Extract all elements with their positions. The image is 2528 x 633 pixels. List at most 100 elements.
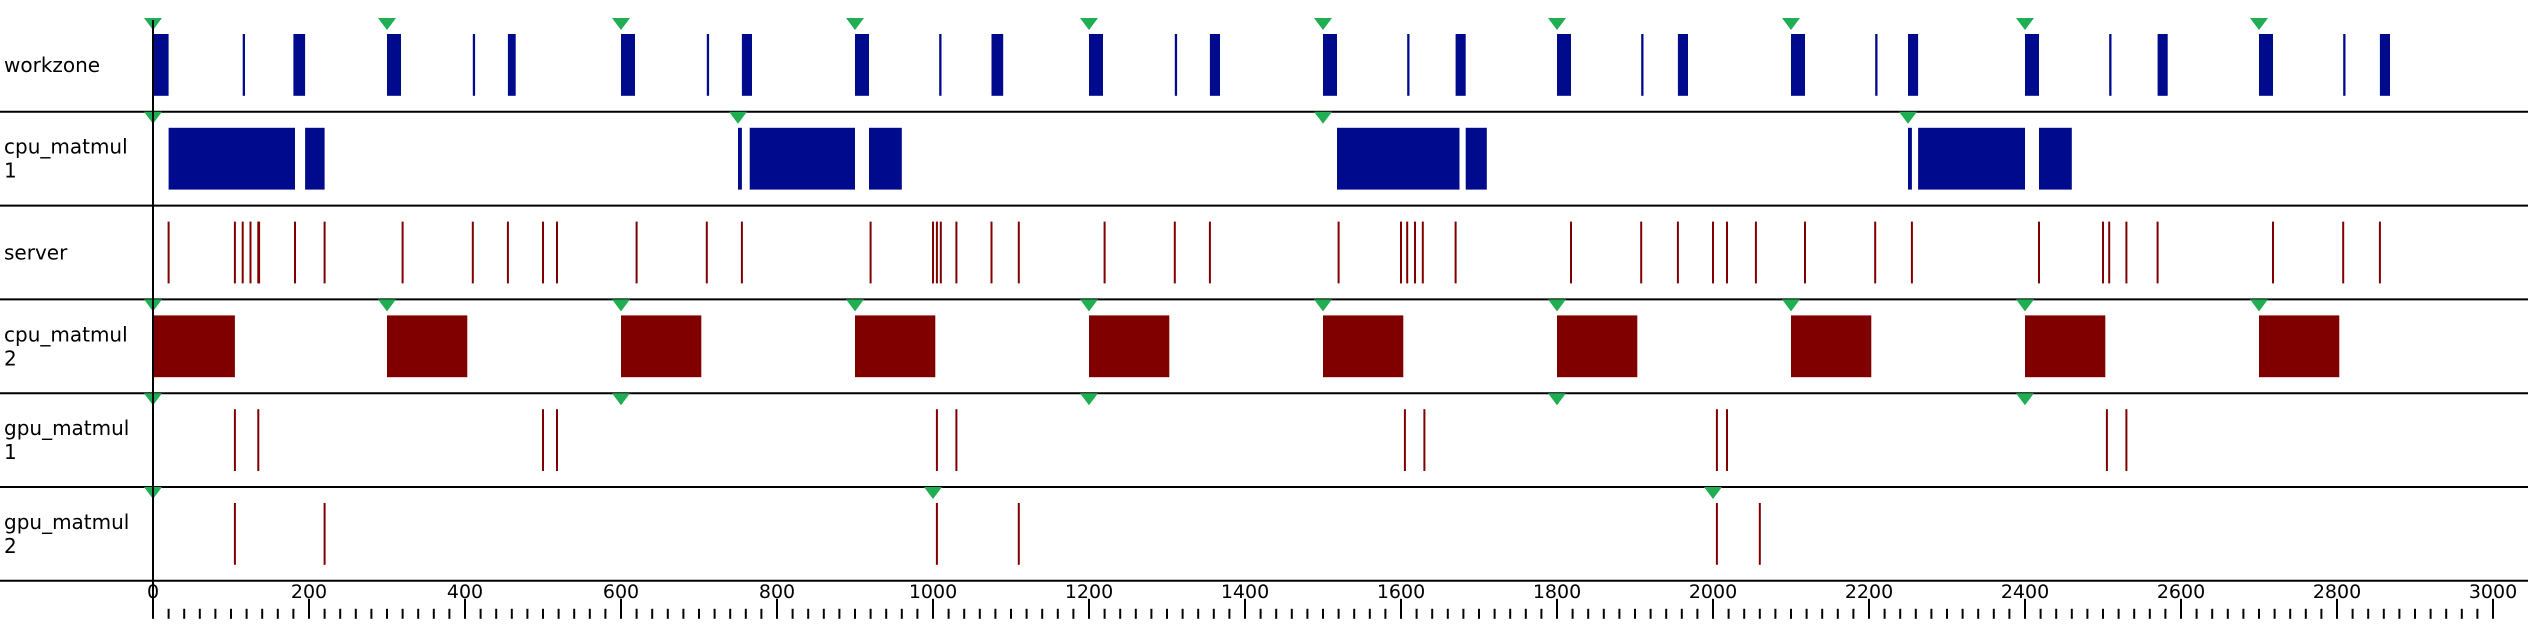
span-block — [1918, 127, 2025, 190]
x-tick-label: 3000 — [2469, 581, 2517, 603]
row-label-line: 2 — [4, 346, 17, 370]
x-tick-label: 1400 — [1221, 581, 1269, 603]
x-tick-label: 1200 — [1065, 581, 1113, 603]
span-block — [2039, 127, 2072, 190]
marker-triangle — [1704, 487, 1722, 499]
span-block — [869, 127, 902, 190]
marker-triangle — [846, 299, 864, 312]
marker-triangle — [1080, 299, 1098, 312]
time-axis: 0 200 400 600 800 1000 1200 1400 1600 1800 2000 220… — [147, 20, 2517, 619]
marker-triangle — [1548, 18, 1566, 30]
x-tick-label: 2400 — [2001, 581, 2049, 603]
span-block — [2025, 34, 2039, 96]
span-block — [1455, 34, 1466, 96]
row-label-line: server — [4, 241, 68, 265]
span-block — [305, 127, 325, 190]
marker-triangle — [2016, 18, 2034, 30]
row-workzone: workzone — [0, 18, 2528, 113]
row-label: workzone — [4, 53, 100, 77]
span-block — [1465, 127, 1487, 190]
x-tick-label: 200 — [291, 581, 327, 603]
span-block — [1791, 315, 1872, 378]
row-cpu-matmul-2: cpu_matmul 2 — [0, 299, 2528, 395]
marker-triangle — [378, 18, 396, 30]
marker-triangle — [612, 299, 630, 312]
row-server: server — [0, 221, 2528, 301]
row-label: gpu_matmul 1 — [4, 416, 129, 464]
x-tick-label: 400 — [447, 581, 483, 603]
span-block — [153, 34, 169, 96]
span-block — [1791, 34, 1805, 96]
row-gpu-matmul-2: gpu_matmul 2 — [0, 487, 2528, 582]
marker-triangle — [1899, 111, 1917, 124]
span-block — [2025, 315, 2106, 378]
span-block — [2379, 34, 2390, 96]
span-block — [293, 34, 306, 96]
marker-triangle — [1782, 299, 1800, 312]
marker-triangle — [612, 18, 630, 30]
span-block — [1209, 34, 1220, 96]
span-block — [706, 34, 710, 96]
marker-triangle — [924, 487, 942, 499]
x-tick-label: 800 — [759, 581, 795, 603]
row-cpu-matmul-1: cpu_matmul 1 — [0, 111, 2528, 207]
span-block — [1677, 34, 1688, 96]
span-block — [1407, 34, 1410, 96]
marker-triangle — [1080, 393, 1098, 406]
x-tick-label: 1600 — [1377, 581, 1425, 603]
row-label-line: gpu_matmul — [4, 510, 129, 534]
span-block — [1089, 315, 1170, 378]
row-label-line: workzone — [4, 53, 100, 77]
marker-triangle — [1314, 18, 1332, 30]
span-block — [2259, 34, 2273, 96]
span-block — [153, 315, 235, 378]
marker-triangle — [378, 299, 396, 312]
marker-triangle — [1314, 111, 1332, 124]
marker-triangle — [1782, 18, 1800, 30]
span-block — [472, 34, 476, 96]
marker-triangle — [2016, 393, 2034, 406]
span-block — [855, 34, 869, 96]
x-tick-label: 2600 — [2157, 581, 2205, 603]
row-label-line: 1 — [4, 440, 17, 464]
span-block — [387, 34, 401, 96]
marker-triangle — [1548, 299, 1566, 312]
row-label: server — [4, 241, 68, 265]
marker-triangle — [1548, 393, 1566, 406]
row-label-line: 2 — [4, 534, 17, 558]
span-block — [2157, 34, 2168, 96]
row-label-line: gpu_matmul — [4, 416, 129, 440]
x-tick-label: 600 — [603, 581, 639, 603]
span-block — [2109, 34, 2112, 96]
span-block — [2259, 315, 2340, 378]
span-block — [1557, 315, 1638, 378]
marker-triangle — [2250, 299, 2268, 312]
marker-triangle — [846, 18, 864, 30]
marker-triangle — [729, 111, 747, 124]
span-block — [1908, 127, 1912, 190]
span-block — [1908, 34, 1919, 96]
span-block — [855, 315, 936, 378]
row-gpu-matmul-1: gpu_matmul 1 — [0, 393, 2528, 488]
span-block — [738, 127, 742, 190]
row-label-line: cpu_matmul — [4, 322, 128, 346]
x-tick-label: 2800 — [2313, 581, 2361, 603]
span-block — [621, 315, 702, 378]
span-block — [749, 127, 855, 190]
marker-triangle — [2250, 18, 2268, 30]
x-tick-label: 1000 — [909, 581, 957, 603]
row-label-line: 1 — [4, 159, 17, 183]
span-block — [1089, 34, 1103, 96]
span-block — [1337, 127, 1460, 190]
x-tick-label: 2000 — [1689, 581, 1737, 603]
span-block — [168, 127, 295, 190]
marker-triangle — [1080, 18, 1098, 30]
span-block — [1323, 34, 1337, 96]
row-label: cpu_matmul 2 — [4, 322, 128, 370]
span-block — [1641, 34, 1644, 96]
span-block — [2343, 34, 2346, 96]
span-block — [991, 34, 1004, 96]
x-tick-label: 1800 — [1533, 581, 1581, 603]
